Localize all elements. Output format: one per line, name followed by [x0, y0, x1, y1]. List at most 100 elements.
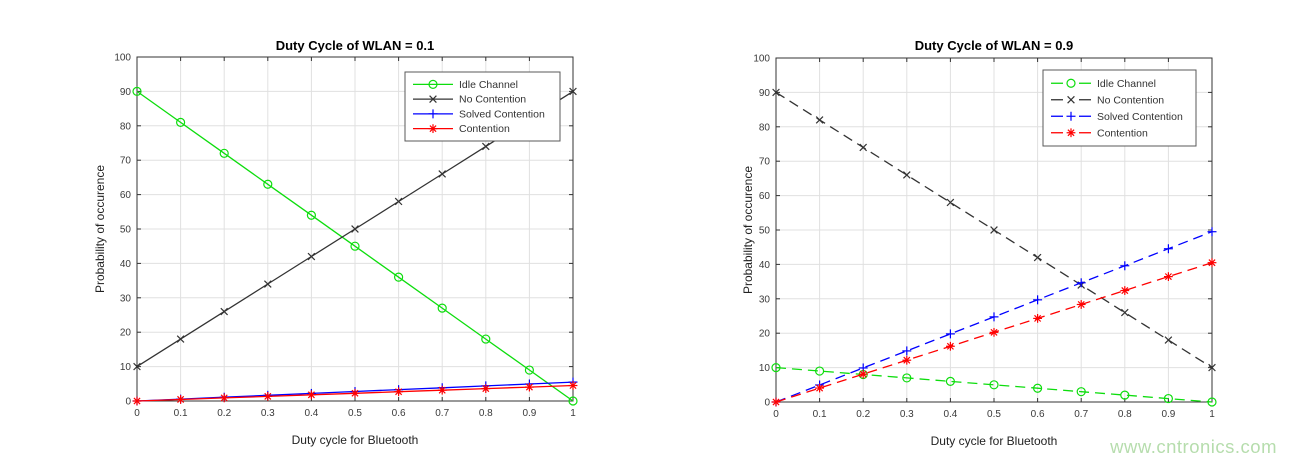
data-point-marker	[1207, 258, 1217, 268]
data-point-marker	[946, 341, 955, 351]
marker-circle-shape	[132, 86, 142, 97]
y-tick-label: 70	[120, 156, 132, 167]
marker-asterisk-stroke	[903, 356, 911, 364]
marker-asterisk-stroke	[1164, 273, 1172, 281]
marker-circle-shape	[524, 365, 535, 375]
series-contention	[771, 258, 1217, 407]
x-tick-label: 0.7	[1074, 409, 1088, 420]
data-point-marker	[132, 396, 142, 406]
x-tick-label: 0.3	[261, 408, 275, 419]
marker-asterisk-stroke	[482, 385, 490, 393]
marker-x-stroke	[772, 88, 780, 97]
data-point-marker	[1164, 272, 1173, 282]
chart-title: Duty Cycle of WLAN = 0.1	[276, 38, 435, 53]
x-tick-label: 0.4	[304, 408, 318, 419]
data-point-marker	[815, 366, 825, 376]
x-tick-label: 0.6	[1031, 409, 1045, 420]
data-point-marker	[307, 390, 316, 400]
marker-x-stroke	[946, 198, 955, 207]
legend-item-solved-contention: Solved Contention	[1051, 111, 1183, 123]
data-point-marker	[437, 385, 447, 395]
data-point-marker	[1120, 308, 1129, 317]
legend-label: Solved Contention	[1097, 111, 1183, 123]
x-tick-label: 0.3	[900, 409, 914, 420]
x-tick-label: 0.4	[943, 409, 957, 420]
marker-asterisk-stroke	[429, 125, 437, 133]
y-tick-label: 80	[120, 121, 132, 132]
data-point-marker	[568, 381, 578, 390]
marker-circle-shape	[771, 363, 781, 373]
marker-circle-shape	[437, 303, 447, 313]
data-point-marker	[945, 329, 955, 339]
y-tick-label: 0	[125, 397, 131, 408]
marker-circle-shape	[1207, 397, 1217, 407]
data-point-marker	[1076, 300, 1086, 309]
marker-asterisk-stroke	[859, 370, 867, 378]
x-tick-label: 0.8	[479, 408, 493, 419]
marker-circle-shape	[945, 376, 955, 386]
series-contention	[132, 381, 578, 406]
legend-item-idle-channel: Idle Channel	[1051, 78, 1156, 90]
marker-asterisk-stroke	[264, 392, 272, 400]
data-point-marker	[307, 252, 316, 261]
marker-x-stroke	[1033, 253, 1042, 262]
legend-item-no-contention: No Contention	[1051, 94, 1164, 106]
y-tick-label: 80	[759, 122, 771, 133]
marker-circle-shape	[568, 396, 578, 406]
data-point-marker	[1076, 278, 1086, 288]
marker-asterisk-stroke	[816, 384, 824, 392]
data-point-marker	[481, 142, 490, 151]
x-tick-label: 0	[134, 408, 140, 419]
marker-circle-shape	[989, 380, 999, 390]
y-tick-label: 10	[759, 363, 771, 374]
data-point-marker	[815, 383, 824, 393]
y-tick-label: 40	[120, 259, 132, 270]
data-point-marker	[350, 388, 360, 398]
marker-asterisk-stroke	[220, 394, 228, 402]
legend-box	[404, 71, 561, 142]
left-plot-svg: 0 0.1 0.2 0.3 0.4 0.5 0.6 0.7 0.8 0.9 101020304050…	[93, 38, 578, 447]
data-point-marker	[1033, 383, 1043, 393]
marker-x-stroke	[438, 170, 447, 178]
marker-circle-shape	[176, 117, 186, 127]
data-point-marker	[176, 117, 186, 127]
marker-x-stroke	[1208, 363, 1216, 372]
marker-x-stroke	[815, 116, 824, 124]
marker-asterisk-stroke	[351, 389, 359, 397]
series-line-idle-channel	[136, 90, 574, 402]
x-tick-label: 0.7	[435, 408, 449, 419]
marker-x-stroke	[569, 87, 577, 96]
marker-x-stroke	[220, 307, 229, 316]
legend-marker-asterisk	[1066, 128, 1076, 138]
y-tick-label: 50	[120, 225, 132, 236]
x-axis-label: Duty cycle for Bluetooth	[292, 433, 419, 447]
x-tick-label: 1	[1209, 409, 1215, 420]
marker-circle-shape	[1033, 383, 1043, 393]
marker-asterisk-stroke	[990, 328, 998, 336]
x-tick-label: 0.5	[987, 409, 1001, 420]
legend-label: Solved Contention	[459, 108, 545, 120]
y-tick-label: 100	[114, 53, 131, 64]
data-point-marker	[1033, 314, 1042, 323]
marker-x-stroke	[990, 226, 998, 234]
marker-circle-shape	[815, 366, 825, 376]
legend-marker-asterisk	[428, 124, 438, 134]
data-point-marker	[394, 272, 404, 282]
marker-asterisk-stroke	[1208, 259, 1216, 267]
data-point-marker	[1207, 227, 1217, 237]
marker-x-stroke	[1067, 95, 1075, 104]
marker-x-stroke	[263, 280, 272, 288]
x-tick-label: 0.5	[348, 408, 362, 419]
right-plot-svg: 0 0.1 0.2 0.3 0.4 0.5 0.6 0.7 0.8 0.9 101020304050…	[741, 38, 1217, 448]
data-point-marker	[263, 391, 273, 401]
marker-circle-shape	[428, 79, 438, 89]
data-point-marker	[945, 376, 955, 386]
data-point-marker	[437, 303, 447, 313]
data-point-marker	[525, 382, 534, 392]
data-point-marker	[132, 86, 142, 97]
legend: Idle Channel No Contention Solved Contenti…	[404, 71, 561, 142]
marker-circle-shape	[1066, 78, 1076, 88]
marker-asterisk-stroke	[1034, 314, 1042, 322]
data-point-marker	[1076, 387, 1086, 397]
data-point-marker	[815, 116, 824, 124]
